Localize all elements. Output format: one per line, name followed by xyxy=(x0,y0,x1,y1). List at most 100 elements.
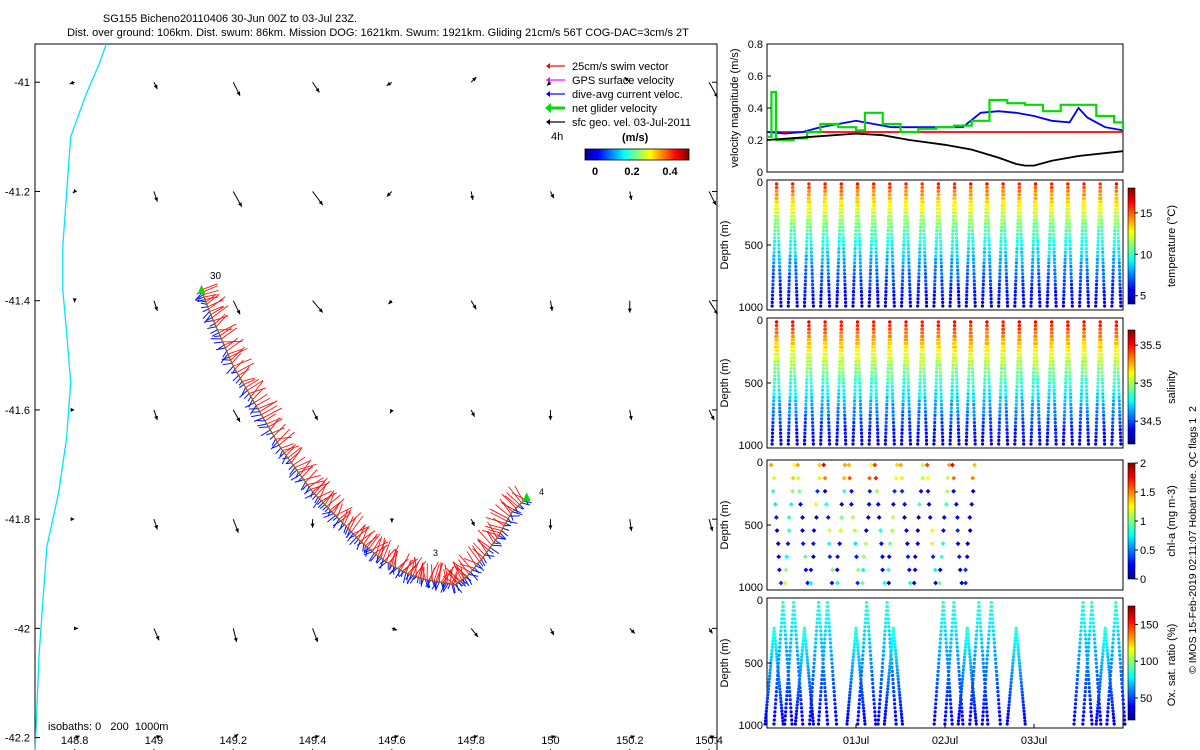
oxygen-dot xyxy=(1008,696,1012,701)
section-dot xyxy=(838,356,842,360)
oxygen-dot xyxy=(848,687,852,691)
section-dot xyxy=(794,261,798,265)
oxygen-dot xyxy=(939,633,943,637)
section-dot xyxy=(870,229,874,233)
section-dot xyxy=(966,388,970,392)
section-dot xyxy=(803,297,807,301)
section-dot xyxy=(1000,214,1004,218)
dac-vector xyxy=(221,356,230,360)
swim-vector xyxy=(239,366,250,379)
section-dot xyxy=(905,218,909,222)
section-dot xyxy=(986,352,990,356)
section-dot xyxy=(853,385,857,389)
section-dot xyxy=(1021,413,1025,417)
oxygen-dot xyxy=(861,706,866,710)
section-dot xyxy=(902,363,907,367)
section-dot xyxy=(1035,363,1039,367)
section-dot xyxy=(986,349,990,353)
section-dot xyxy=(967,359,971,364)
section-dot xyxy=(1096,367,1101,371)
section-dot xyxy=(867,300,871,304)
oxygen-dot xyxy=(783,629,787,633)
section-dot xyxy=(922,232,926,236)
section-dot xyxy=(819,286,823,290)
section-dot xyxy=(1080,385,1084,389)
section-dot xyxy=(1019,363,1023,367)
section-dot xyxy=(1063,254,1067,258)
oxygen-dot xyxy=(972,669,976,674)
oxygen-dot xyxy=(991,629,996,633)
section-dot xyxy=(934,385,938,389)
section-dot xyxy=(999,232,1003,236)
section-dot xyxy=(1094,431,1098,435)
section-dot xyxy=(1117,261,1121,265)
section-dot xyxy=(860,300,864,304)
section-dot xyxy=(842,250,846,254)
section-dot xyxy=(966,381,971,385)
oxygen-dot xyxy=(801,645,805,649)
dac-vector xyxy=(288,464,294,471)
chl-dot xyxy=(890,501,896,507)
swim-vector xyxy=(363,531,373,545)
chl-dot xyxy=(916,515,922,520)
section-dot xyxy=(954,229,958,233)
section-dot xyxy=(1000,359,1004,364)
oxygen-dot xyxy=(1092,633,1096,637)
oxygen-dot xyxy=(892,698,897,702)
section-dot xyxy=(886,243,890,247)
section-dot xyxy=(902,381,906,385)
section-dot xyxy=(794,399,798,403)
dac-vector xyxy=(278,452,285,459)
section-dot xyxy=(939,257,943,261)
section-dot xyxy=(1063,385,1068,389)
section-dot xyxy=(1015,377,1019,381)
section-dot xyxy=(1098,320,1102,324)
oxygen-dot xyxy=(878,694,882,698)
section-dot xyxy=(873,370,878,374)
oxygen-dot xyxy=(768,664,773,669)
chl-dot xyxy=(967,528,973,533)
section-dot xyxy=(885,392,889,396)
oxygen-dot xyxy=(982,694,987,698)
oxygen-dot xyxy=(871,690,875,694)
section-dot xyxy=(1036,261,1040,265)
oxygen-dot xyxy=(897,687,901,691)
section-dot xyxy=(778,413,782,417)
swim-vector xyxy=(382,540,391,560)
oxygen-dot xyxy=(849,674,854,678)
section-dot xyxy=(981,279,986,283)
oxygen-dot xyxy=(796,657,800,661)
section-dot xyxy=(1080,367,1084,371)
section-dot xyxy=(826,402,830,407)
section-dot xyxy=(1067,367,1072,371)
section-dot xyxy=(873,211,877,215)
section-dot xyxy=(1118,431,1122,435)
oxygen-dot xyxy=(1086,645,1091,649)
swim-vector xyxy=(305,469,318,483)
oxygen-dot xyxy=(823,633,827,637)
section-dot xyxy=(1029,297,1033,301)
swim-vector xyxy=(451,571,458,585)
section-dot xyxy=(938,221,942,226)
section-dot xyxy=(964,438,969,442)
section-dot xyxy=(1046,275,1050,279)
section-dot xyxy=(916,297,920,301)
swim-vector xyxy=(501,493,517,509)
section-dot xyxy=(953,324,957,328)
section-dot xyxy=(1117,381,1121,385)
section-dot xyxy=(858,402,863,407)
section-dot xyxy=(1035,232,1039,236)
section-dot xyxy=(1085,268,1089,272)
section-dot xyxy=(853,243,857,247)
map-colorbar-tick-1: 0.2 xyxy=(624,166,639,178)
section-dot xyxy=(969,200,974,204)
chl-dot xyxy=(867,475,872,481)
oxygen-dot xyxy=(986,645,990,649)
section-dot xyxy=(859,282,863,287)
section-dot xyxy=(921,196,925,200)
section-dot xyxy=(884,297,888,301)
section-dot xyxy=(983,359,988,364)
section-dot xyxy=(1101,392,1105,396)
oxygen-dot xyxy=(861,645,866,649)
oxygen-dot xyxy=(1088,629,1092,633)
